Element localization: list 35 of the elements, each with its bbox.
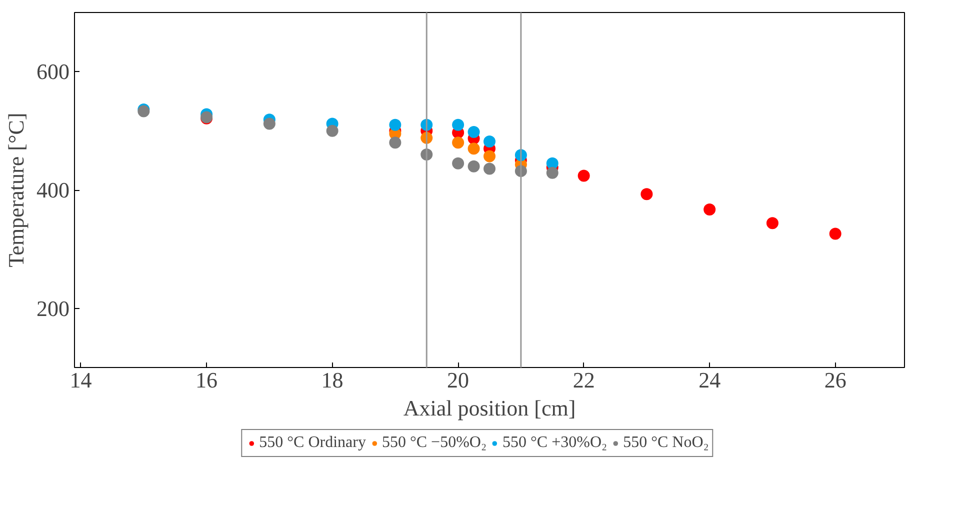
y-tick-label: 200 [36,296,70,321]
legend-label: 550 °C +30%O₂ [502,434,608,452]
legend-label: 550 °C −50%O₂ [382,434,487,452]
y-axis-title: Temperature [°C] [4,112,28,268]
x-tick-label: 24 [698,368,721,392]
point [640,188,653,200]
point [484,162,496,175]
x-axis-title: Axial position [cm] [403,396,576,420]
point [263,118,276,130]
x-tick-label: 18 [321,368,344,392]
point [389,118,402,131]
x-tick-label: 22 [572,368,595,392]
legend-label: 550 °C NoO₂ [623,434,709,452]
x-tick-label: 14 [70,368,92,392]
point [578,170,590,182]
y-tick-label: 600 [36,59,70,84]
x-tick-label: 16 [196,368,218,392]
point [766,217,778,230]
point [452,157,464,170]
x-tick-label: 26 [824,368,846,392]
point [704,204,716,216]
point [468,126,480,138]
y-tick-label: 400 [36,178,70,202]
legend-label: 550 °C Ordinary [259,434,366,452]
point [389,136,402,149]
point [468,142,480,155]
x-tick-label: 20 [447,368,470,392]
point [452,136,464,149]
point [468,160,480,172]
point [484,135,496,148]
point [546,166,558,179]
point [484,150,496,162]
point [829,228,842,240]
point [452,118,464,131]
point [326,124,338,137]
